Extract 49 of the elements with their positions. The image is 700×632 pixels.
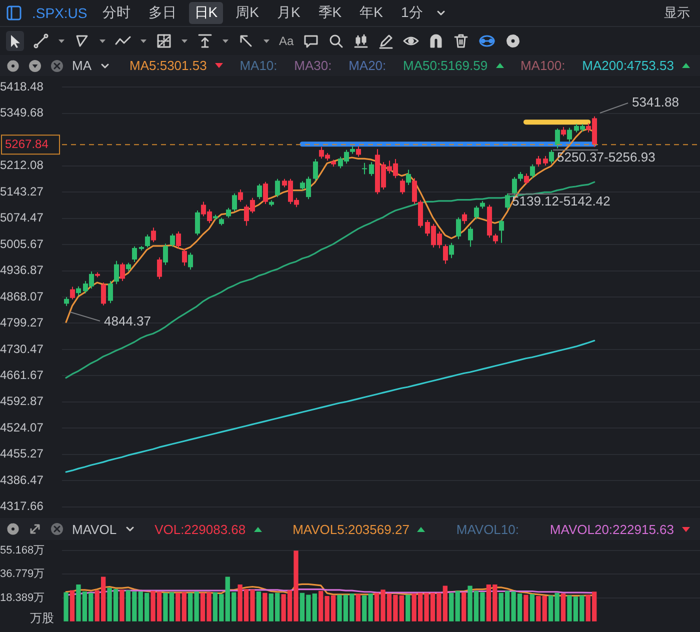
y-tick-label: 5349.68: [0, 106, 44, 120]
text: MAVOL: [72, 522, 117, 536]
text: MAVOL20:222915.63: [550, 522, 674, 536]
y-tick-label: 5418.48: [0, 80, 44, 94]
text: 5341.88: [632, 94, 679, 110]
annotation: 4844.37: [104, 314, 151, 329]
y-tick-label: 4730.47: [0, 342, 44, 356]
y-tick-label: 4386.47: [0, 472, 44, 487]
text: 年K: [358, 3, 384, 22]
text: MA: [72, 58, 92, 73]
text: 周K: [234, 3, 260, 22]
y-tick-label: 4592.87: [0, 394, 44, 408]
text: MA5:5301.53: [130, 58, 207, 73]
text: 分时: [101, 3, 132, 22]
text: 月K: [276, 3, 302, 22]
ref-line-label: 5267.84: [5, 136, 49, 151]
text: MA10:: [240, 58, 278, 73]
text: MA100:: [520, 58, 566, 73]
text: 多日: [147, 3, 178, 22]
text: MAVOL5:203569.27: [292, 522, 410, 536]
y-tick-label: 55.168万: [0, 544, 45, 557]
y-tick-label: 4799.27: [0, 316, 44, 330]
y-tick-label: 5074.47: [0, 210, 44, 225]
y-axis-title: 万股: [30, 610, 54, 627]
text: Aa: [279, 34, 294, 48]
text: VOL:229083.68: [154, 522, 246, 536]
y-tick-label: 4455.27: [0, 446, 44, 461]
text: 季K: [317, 3, 343, 22]
y-tick-label: 5005.67: [0, 236, 44, 251]
y-tick-label: 4317.66: [0, 499, 44, 514]
y-tick-label: 4661.67: [0, 368, 44, 382]
text: MA30:: [294, 58, 332, 73]
text: 日K: [189, 2, 223, 24]
text: 1分: [400, 3, 424, 22]
y-tick-label: 4936.87: [0, 263, 44, 278]
y-tick-label: 4868.07: [0, 289, 44, 304]
text: MAVOL10:: [456, 522, 519, 536]
text: MA20:: [348, 58, 386, 73]
text: MA50:5169.59: [403, 58, 488, 73]
annotation: 5250.37-5256.93: [557, 150, 656, 165]
text: 显示: [664, 4, 690, 22]
y-tick-label: 36.779万: [0, 568, 45, 580]
text: MA200:4753.53: [582, 58, 674, 73]
y-tick-label: 4524.07: [0, 420, 44, 434]
y-tick-label: 5212.08: [0, 158, 44, 172]
text: .SPX:US: [31, 4, 88, 23]
y-tick-label: 18.389万: [0, 592, 45, 604]
annotation: 5139.12-5142.42: [512, 194, 610, 209]
y-tick-label: 5143.27: [0, 184, 44, 198]
